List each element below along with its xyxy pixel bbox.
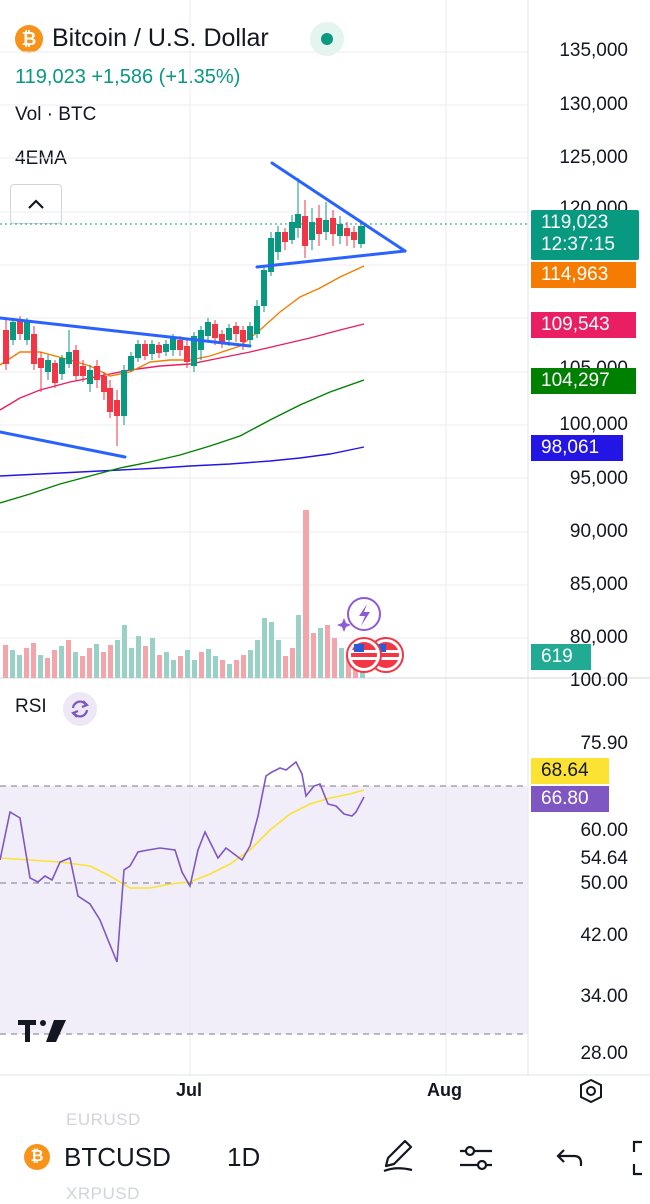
refresh-icon [71,700,89,718]
rsi-line [0,760,365,963]
rsi-axis-tick: 75.90 [580,733,628,754]
rsi-ma-line [0,789,365,889]
ghost-symbol-above: EURUSD [66,1110,141,1129]
rsi-axis-tick: 54.64 [580,848,628,869]
sliders-icon [460,1145,492,1171]
indicators-button[interactable] [456,1138,496,1178]
undo-button[interactable] [552,1140,588,1176]
fullscreen-icon [632,1140,642,1176]
rsi-axis-tick: 60.00 [580,820,628,841]
undo-icon [556,1149,583,1166]
rsi-ma-tag: 68.64 [531,758,609,784]
volume-tag: 619 [531,644,591,670]
drawing-tools-button[interactable] [378,1136,418,1176]
time-axis-label: Jul [176,1080,203,1100]
rsi-axis-tick: 28.00 [580,1043,628,1064]
price-axis-tick: 130,000 [559,94,628,115]
price-axis-tick: 135,000 [559,40,628,61]
market-status-icon[interactable] [310,22,344,56]
ema-3-tag: 104,297 [531,368,636,394]
chart-settings-icon [580,1078,602,1104]
ghost-symbol-below: XRPUSD [66,1184,140,1203]
price-quote: 119,023 +1,586 (+1.35%) [15,66,241,88]
tradingview-logo-icon [18,1020,66,1042]
ema-3-line [0,379,365,504]
price-axis-tick: 95,000 [569,468,628,489]
ema-4-line [0,446,365,477]
chart-title[interactable]: Bitcoin / U.S. Dollar [52,24,269,52]
volume-axis-tick: 100.00 [569,670,628,691]
rsi-value-tag: 66.80 [531,786,609,812]
ema-4-tag: 98,061 [531,435,623,461]
price-axis-tick: 85,000 [569,574,628,595]
bar-countdown: 12:37:15 [541,234,615,255]
bitcoin-logo-icon: ₿ [15,25,43,53]
pen-icon [383,1139,413,1173]
chevron-up-icon [28,199,44,209]
price-axis-tick: 100,000 [559,414,628,435]
ema-1-line [0,265,365,377]
rsi-refresh-button[interactable] [63,692,97,726]
symbol-selector[interactable]: BTCUSD [64,1142,171,1172]
rsi-band [0,786,528,1034]
trendlines [0,161,407,459]
candlesticks [3,178,365,446]
volume-bars [3,510,365,678]
ema-2-line [0,323,365,411]
earnings-event-icon [337,597,381,632]
rsi-label[interactable]: RSI [15,696,47,717]
last-price-value: 119,023 [541,212,609,233]
ema-2-tag: 109,543 [531,312,636,338]
fullscreen-button[interactable] [628,1138,650,1178]
us-economic-event-icon [346,637,404,673]
price-axis-tick: 90,000 [569,521,628,542]
collapse-indicators-button[interactable] [10,184,62,224]
rsi-axis-tick: 50.00 [580,873,628,894]
price-axis-tick: 80,000 [569,627,628,648]
symbol-coin-icon: ₿ [24,1144,50,1170]
indicator-volume-label[interactable]: Vol · BTC [15,104,97,125]
last-price-tag[interactable]: 119,023 12:37:15 [531,210,639,260]
rsi-axis-tick: 34.00 [580,986,628,1007]
time-axis-label: Aug [427,1080,462,1100]
rsi-axis-tick: 42.00 [580,925,628,946]
interval-selector[interactable]: 1D [227,1142,261,1172]
ema-1-tag: 114,963 [531,262,636,288]
price-axis-tick: 125,000 [559,147,628,168]
